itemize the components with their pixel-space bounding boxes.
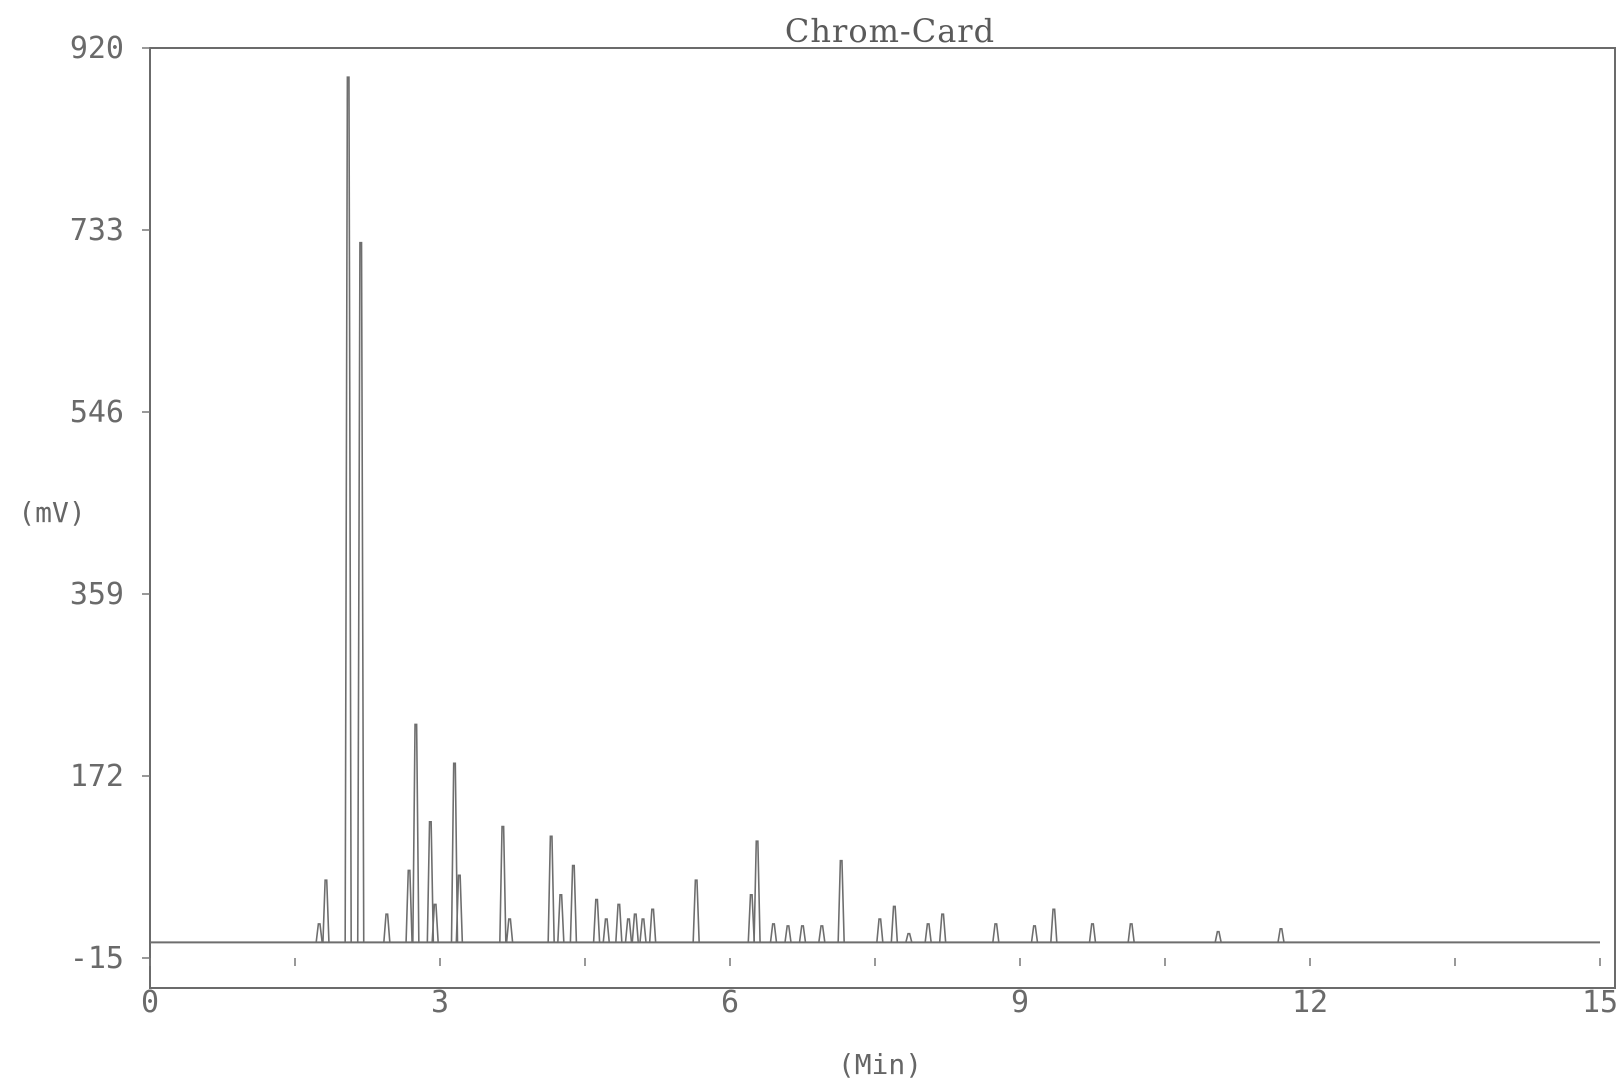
chromatogram-peak: [356, 241, 365, 943]
chromatogram-peak: [837, 859, 845, 943]
chromatogram-peak: [639, 918, 647, 943]
chromatogram-peak: [383, 913, 391, 943]
chromatogram-peak: [592, 898, 601, 943]
chromatogram-peak: [1277, 928, 1285, 943]
chromatogram-peak: [924, 923, 932, 943]
y-tick-label: 920: [70, 31, 124, 66]
y-tick-label: 546: [70, 395, 124, 430]
chromatogram-peak: [890, 905, 899, 943]
chromatogram-peak: [631, 913, 640, 943]
chromatogram-peak: [431, 903, 439, 943]
x-tick-labels: 0 3 6 9 12 15: [141, 958, 1618, 1020]
x-tick-label: 6: [721, 985, 739, 1020]
chromatogram-peak: [455, 874, 464, 943]
y-tick-label: 733: [70, 213, 124, 248]
x-tick-label: 0: [141, 985, 159, 1020]
chromatogram-peak: [499, 825, 507, 943]
chromatogram-peak: [1127, 923, 1135, 943]
chromatogram-peak: [769, 923, 778, 943]
chromatogram-peak: [557, 893, 565, 943]
chromatogram-peak: [905, 932, 913, 943]
chromatogram-peak: [1088, 923, 1097, 943]
chart-title: Chrom-Card: [785, 12, 995, 50]
chromatogram-peak: [315, 923, 323, 943]
y-tick-label: 172: [70, 759, 124, 794]
x-tick-label: 3: [431, 985, 449, 1020]
chromatogram-peak: [615, 903, 623, 943]
chromatogram-peak: [450, 762, 459, 943]
chromatogram-peak: [405, 869, 413, 943]
chromatogram-peak: [747, 893, 756, 943]
chromatogram-peak: [1050, 908, 1058, 943]
y-tick-label: -15: [70, 941, 124, 976]
chromatogram-peak: [412, 723, 420, 943]
chromatogram-peak: [1214, 930, 1222, 943]
x-tick-label: 12: [1292, 985, 1328, 1020]
chromatogram-peak: [938, 913, 947, 943]
chromatogram-peak: [876, 918, 884, 943]
chromatogram-peak: [784, 925, 792, 943]
chromatogram-peak: [547, 835, 555, 943]
chromatogram-peak: [344, 76, 352, 943]
chromatogram-peak: [692, 879, 700, 943]
chromatogram-peak: [426, 820, 435, 943]
chromatogram-peak: [992, 923, 1000, 943]
chromatogram-peak: [322, 879, 330, 943]
x-axis-label: (Min): [838, 1048, 922, 1081]
chromatogram-peak: [505, 918, 514, 943]
y-tick-label: 359: [70, 577, 124, 612]
chromatogram-peak: [648, 908, 657, 943]
chromatogram-peak: [753, 840, 761, 943]
plot-frame: [149, 47, 1616, 989]
chromatogram-peak: [602, 918, 611, 943]
chromatogram-peak: [624, 918, 633, 943]
x-tick-label: 9: [1011, 985, 1029, 1020]
chromatogram-trace: [150, 76, 1600, 944]
chromatogram-peak: [818, 925, 826, 943]
x-tick-label: 15: [1582, 985, 1618, 1020]
chromatogram-peak: [569, 864, 578, 943]
y-tick-labels: -15 172 359 546 733 920: [70, 31, 150, 976]
chromatogram-peak: [1030, 925, 1039, 943]
y-axis-label: (mV): [18, 496, 85, 529]
chromatogram-peak: [798, 925, 807, 943]
